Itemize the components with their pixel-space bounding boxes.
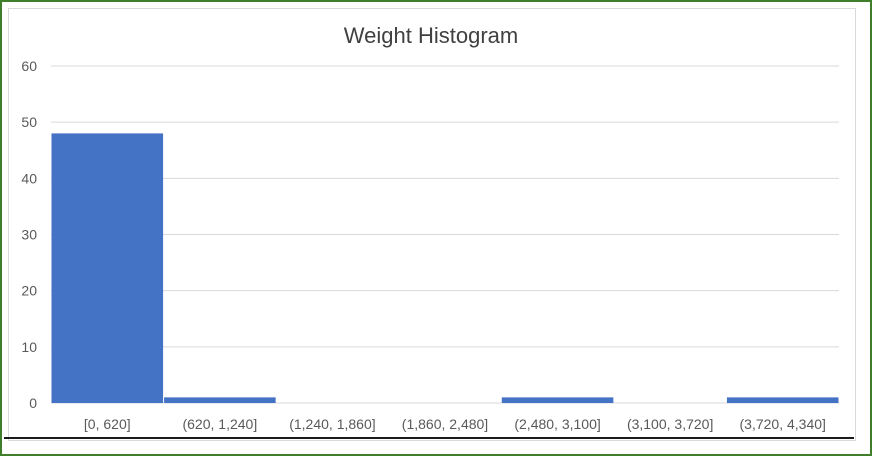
- x-tick-label: (3,720, 4,340]: [740, 416, 826, 432]
- bar-1: [164, 397, 276, 403]
- y-tick-label: 60: [21, 58, 37, 74]
- x-tick-label: (3,100, 3,720]: [627, 416, 713, 432]
- y-tick-label: 40: [21, 170, 37, 186]
- y-axis-ticks: 0 10 20 30 40 50 60: [21, 58, 37, 411]
- bars: [51, 133, 839, 403]
- y-tick-label: 0: [29, 395, 37, 411]
- y-tick-label: 30: [21, 227, 37, 243]
- x-tick-label: (1,860, 2,480]: [402, 416, 488, 432]
- x-tick-label: [0, 620]: [84, 416, 131, 432]
- bar-0: [51, 133, 164, 403]
- chart-area: Weight Histogram 0 10 20 30 40 50 60 [0, 620] (…: [8, 8, 856, 441]
- x-axis-ticks: [0, 620] (620, 1,240] (1,240, 1,860] (1,860…: [84, 416, 826, 432]
- histogram-chart: Weight Histogram 0 10 20 30 40 50 60 [0, 620] (…: [21, 23, 839, 432]
- gridlines: [51, 65, 839, 404]
- x-tick-label: (2,480, 3,100]: [514, 416, 600, 432]
- y-tick-label: 50: [21, 114, 37, 130]
- chart-title: Weight Histogram: [344, 23, 518, 48]
- bar-6: [726, 397, 839, 403]
- x-tick-label: (620, 1,240]: [182, 416, 257, 432]
- x-tick-label: (1,240, 1,860]: [289, 416, 375, 432]
- y-tick-label: 10: [21, 339, 37, 355]
- y-tick-label: 20: [21, 283, 37, 299]
- bar-4: [501, 397, 614, 403]
- bottom-rule: [4, 437, 854, 439]
